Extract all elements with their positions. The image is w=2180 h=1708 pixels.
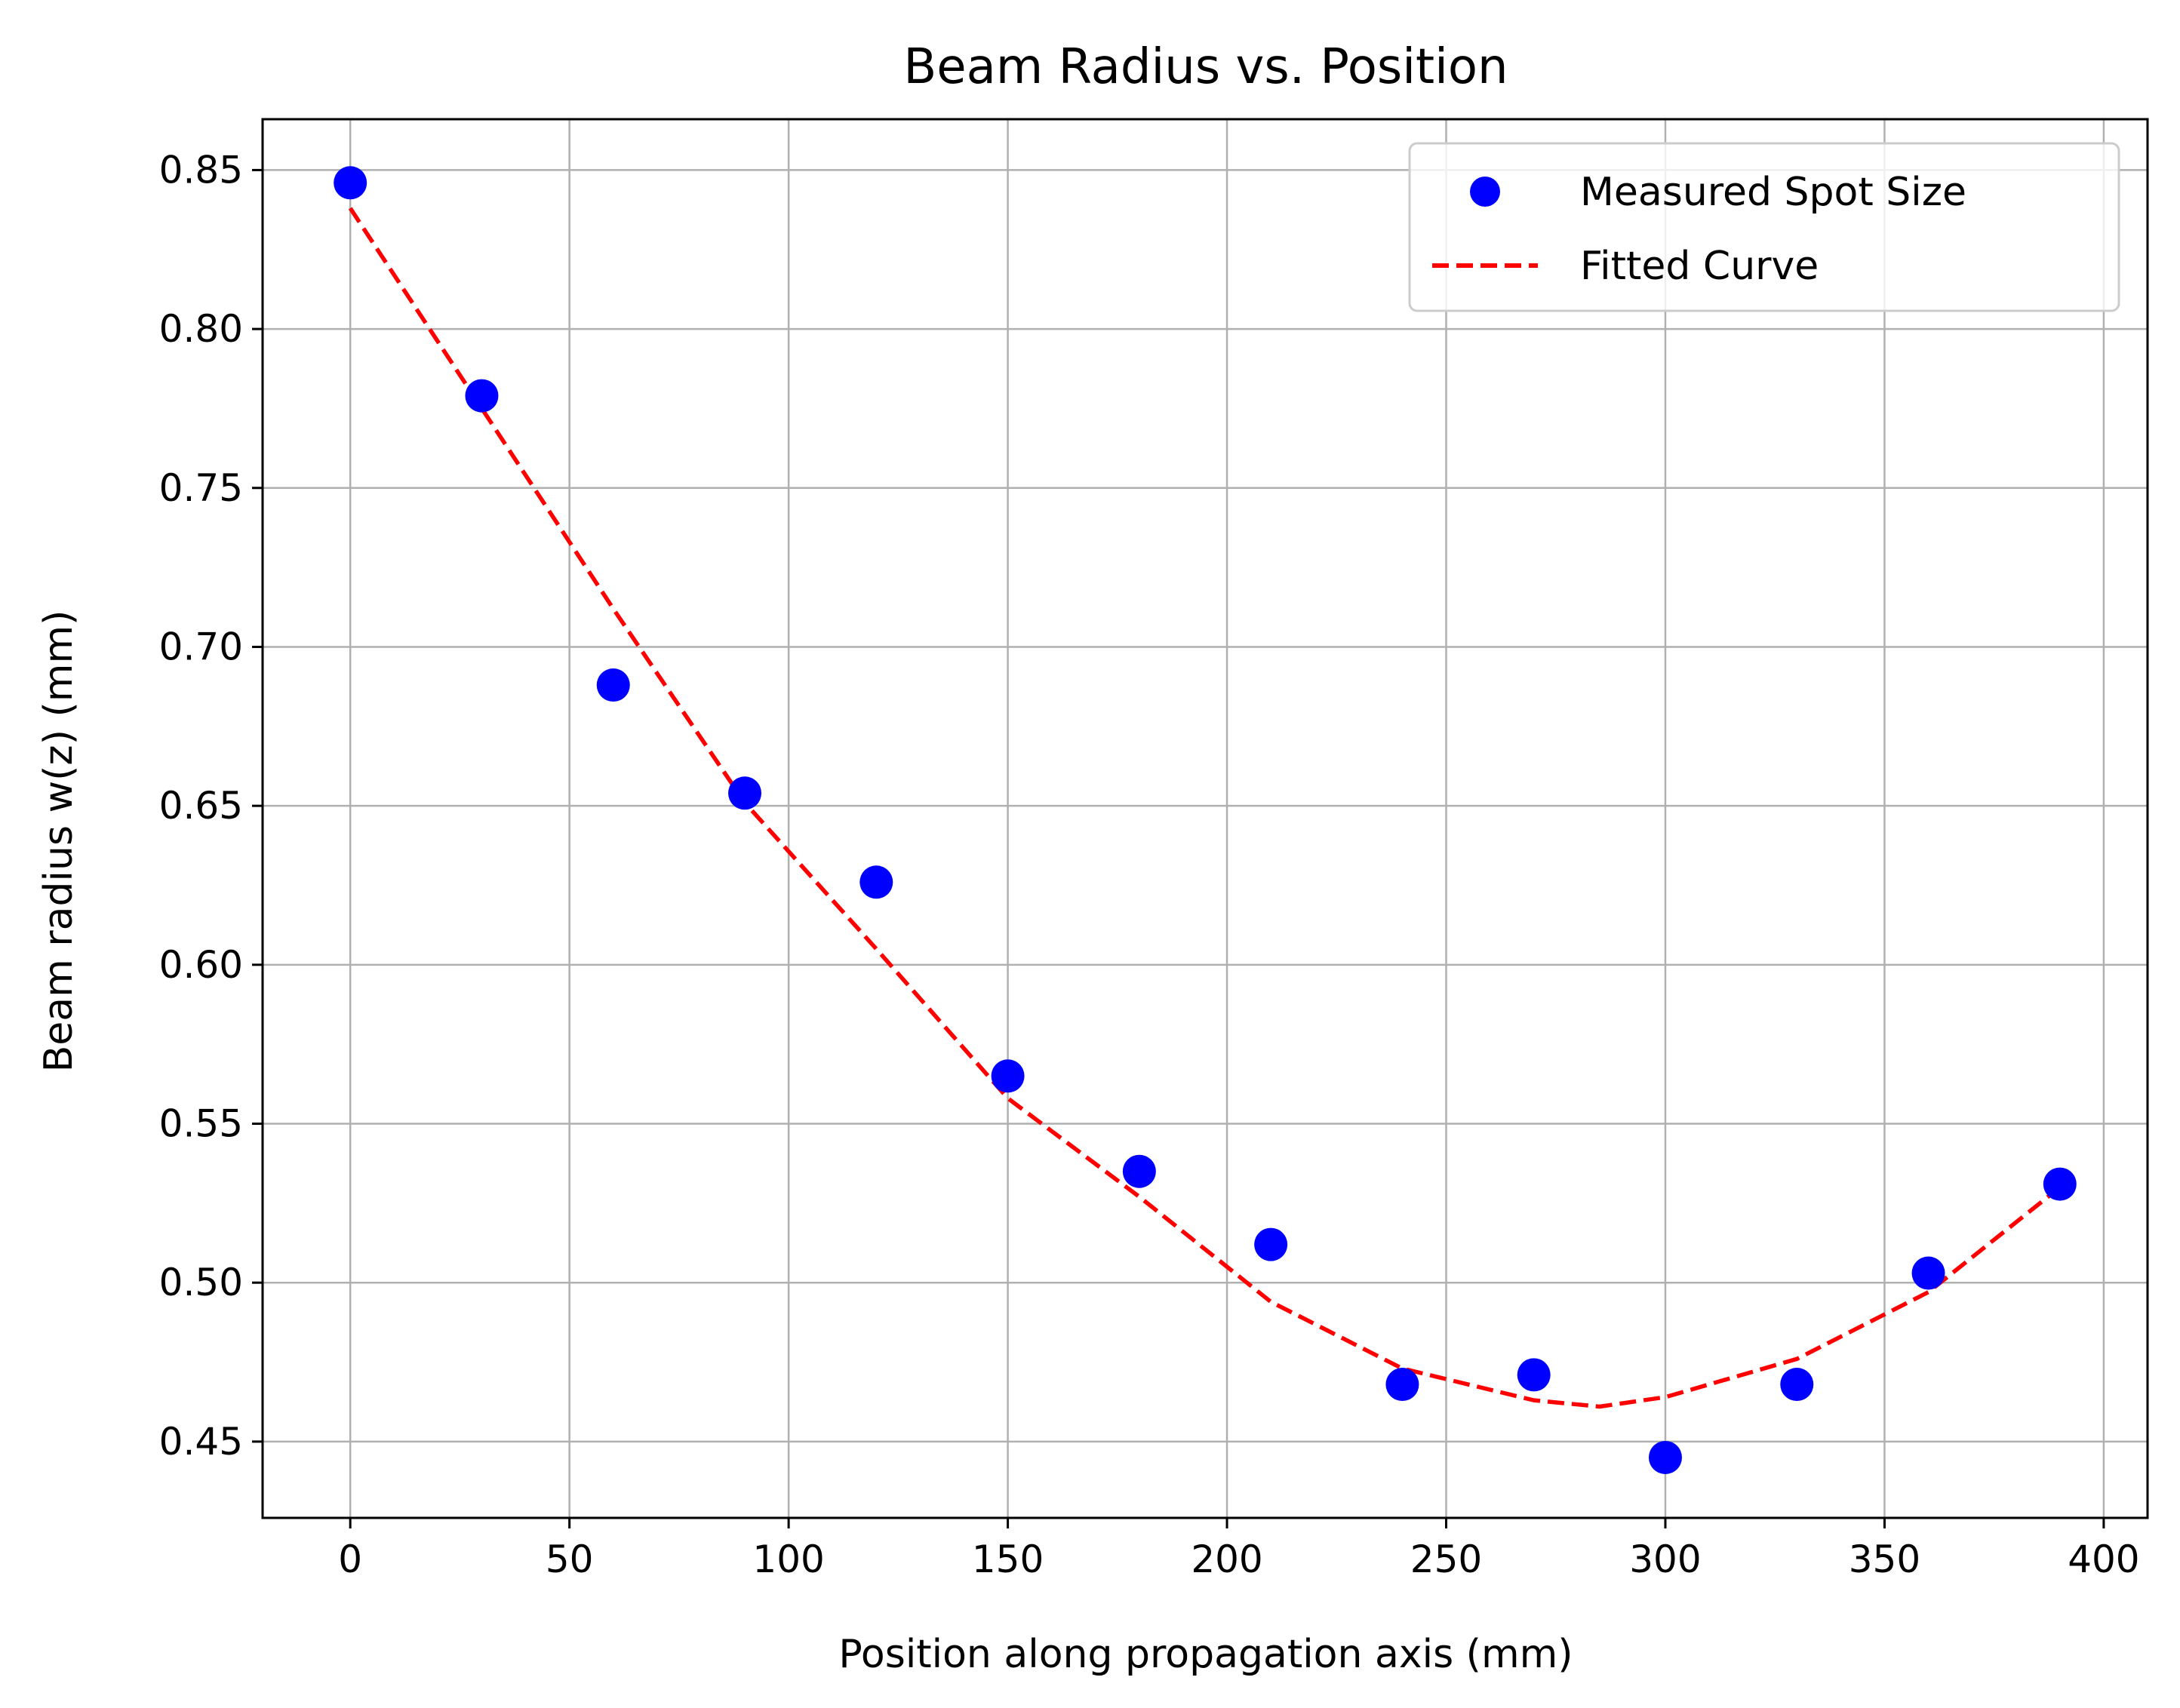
measured-point — [1122, 1154, 1156, 1188]
measured-point — [596, 668, 630, 702]
x-tick-label: 200 — [1191, 1538, 1262, 1581]
measured-points-layer — [334, 166, 2077, 1474]
x-axis-label: Position along propagation axis (mm) — [838, 1632, 1573, 1677]
measured-point — [991, 1059, 1025, 1093]
fitted-curve-layer — [348, 207, 2062, 1409]
y-tick-label: 0.65 — [159, 784, 243, 828]
y-tick-label: 0.85 — [159, 148, 243, 192]
measured-point — [1517, 1358, 1551, 1392]
x-tick-label: 400 — [2068, 1538, 2139, 1581]
measured-point — [1648, 1440, 1682, 1474]
x-tick-label: 0 — [338, 1538, 362, 1581]
plot-frame — [261, 118, 2149, 1519]
measured-point — [1385, 1368, 1419, 1402]
legend-label-measured: Measured Spot Size — [1580, 170, 1966, 215]
measured-point — [859, 865, 893, 899]
measured-point — [2043, 1167, 2077, 1201]
axis-ticks: 0 50 100 150 200 250 300 350 400 0.45 0.50 0.55 0.60… — [159, 148, 2140, 1581]
y-tick-label: 0.80 — [159, 307, 243, 351]
y-tick-label: 0.70 — [159, 625, 243, 668]
measured-point — [1911, 1256, 1945, 1290]
y-tick-label: 0.45 — [159, 1420, 243, 1464]
legend-marker-measured — [1470, 177, 1500, 207]
grid — [263, 119, 2148, 1518]
chart-title: Beam Radius vs. Position — [903, 39, 1508, 95]
x-tick-label: 50 — [546, 1538, 594, 1581]
x-tick-label: 150 — [972, 1538, 1044, 1581]
legend: Measured Spot Size Fitted Curve — [1408, 142, 2120, 312]
y-tick-label: 0.75 — [159, 466, 243, 510]
measured-point — [728, 776, 762, 810]
y-tick-label: 0.55 — [159, 1102, 243, 1146]
legend-label-fitted: Fitted Curve — [1580, 244, 1819, 289]
measured-point — [465, 379, 499, 413]
y-tick-label: 0.60 — [159, 943, 243, 987]
measured-point — [1254, 1227, 1288, 1261]
y-axis-label: Beam radius w(z) (mm) — [36, 610, 81, 1073]
measured-point — [334, 166, 367, 200]
x-tick-label: 250 — [1410, 1538, 1482, 1581]
fitted-curve-line — [348, 207, 2062, 1409]
x-tick-label: 300 — [1629, 1538, 1701, 1581]
x-tick-label: 350 — [1849, 1538, 1920, 1581]
x-tick-label: 100 — [752, 1538, 824, 1581]
legend-box — [1408, 142, 2120, 312]
y-tick-label: 0.50 — [159, 1261, 243, 1304]
measured-point — [1780, 1368, 1814, 1402]
